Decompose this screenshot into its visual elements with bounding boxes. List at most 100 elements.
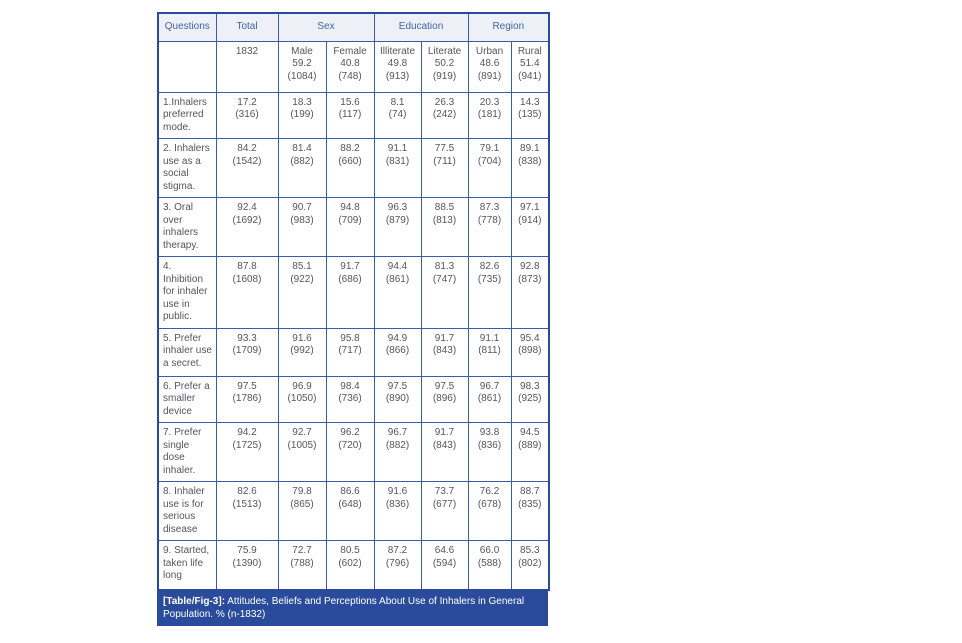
data-cell: 96.9 (1050)	[277, 375, 327, 423]
value-percent: 81.4	[292, 143, 312, 154]
value-percent: 91.7	[340, 261, 360, 272]
data-cell: 91.7 (843)	[420, 422, 469, 482]
table-row: 2. Inhalers use as a social stigma. 84.2(…	[157, 138, 550, 198]
header-group-row: Questions Total Sex Education Region	[157, 12, 550, 42]
value-count: (882)	[385, 439, 410, 451]
value-count: (678)	[477, 498, 502, 510]
value-count: (135)	[518, 109, 542, 120]
column-header-line: 50.2	[434, 58, 455, 69]
data-cell: 97.5 (890)	[373, 375, 422, 423]
value-count: (181)	[477, 109, 502, 120]
column-header-line: (941)	[518, 70, 542, 82]
column-header-line: (913)	[385, 70, 410, 82]
value-percent: 88.2	[340, 143, 360, 154]
value-percent: 14.3	[520, 96, 540, 108]
data-cell: 91.1 (811)	[467, 327, 512, 377]
question-cell: 4. Inhibition for inhaler use in public.	[157, 256, 217, 329]
value-percent: 86.6	[340, 486, 360, 497]
column-header-line: Illiterate	[380, 45, 416, 57]
column-header-line: 59.2	[292, 58, 312, 69]
value-percent: 96.9	[292, 380, 312, 392]
value-percent: 91.7	[434, 332, 455, 344]
column-header-line: Urban	[475, 45, 504, 57]
value-percent: 73.7	[434, 486, 455, 497]
value-percent: 96.3	[387, 202, 408, 213]
value-count: (709)	[338, 214, 362, 226]
column-header-line: 48.6	[479, 58, 500, 69]
value-percent: 85.1	[292, 261, 312, 272]
column-header-line: 40.8	[340, 58, 360, 69]
value-percent: 94.9	[387, 332, 408, 344]
data-cell: 88.7 (835)	[510, 481, 550, 541]
value-count: (242)	[432, 109, 457, 120]
column-header-line: Literate	[427, 45, 462, 57]
value-percent: 88.7	[520, 486, 540, 497]
data-cell: 92.4 (1692)	[215, 197, 279, 257]
value-count: (711)	[433, 155, 456, 167]
data-cell: 79.1 (704)	[467, 138, 512, 198]
value-percent: 97.5	[237, 380, 257, 392]
column-header-line: (1084)	[287, 70, 317, 82]
column-group-region: Region	[467, 12, 550, 42]
value-count: (861)	[477, 393, 502, 404]
value-percent: 96.7	[387, 427, 408, 438]
value-percent: 89.1	[520, 143, 540, 154]
value-count: (778)	[477, 214, 502, 226]
value-count: (813)	[432, 214, 457, 226]
value-percent: 66.0	[479, 545, 500, 556]
value-percent: 97.5	[387, 380, 408, 392]
value-count: (879)	[385, 214, 410, 226]
value-percent: 79.8	[292, 486, 312, 497]
data-cell: 86.6 (648)	[325, 481, 375, 541]
value-percent: 87.2	[387, 545, 408, 556]
value-count: (1005)	[287, 439, 317, 451]
value-count: (896)	[432, 393, 457, 404]
value-percent: 26.3	[434, 96, 455, 108]
value-count: (717)	[338, 345, 362, 356]
table-figure: Questions Total Sex Education Region 1832 Mal…	[157, 12, 551, 626]
value-percent: 18.3	[292, 96, 312, 108]
data-cell: 91.7 (686)	[325, 256, 375, 329]
data-cell: 64.6 (594)	[420, 540, 469, 590]
data-cell: 97.5 (1786)	[215, 375, 279, 423]
value-percent: 91.7	[434, 427, 455, 438]
value-percent: 84.2	[237, 143, 257, 154]
value-count: (843)	[432, 439, 457, 451]
table-row: 9. Started, taken life long 75.9 (1390) 72.…	[157, 540, 550, 590]
table-row: 7. Prefer single dose inhaler. 94.2 (1725)…	[157, 422, 550, 482]
column-header-questions-blank	[157, 40, 217, 93]
column-header-urban: Urban 48.6 (891)	[467, 40, 512, 93]
value-count: (992)	[290, 345, 314, 356]
value-percent: 93.8	[479, 427, 500, 438]
value-count: (1542)	[232, 155, 262, 167]
column-header-illiterate: Illiterate 49.8 (913)	[373, 40, 422, 93]
value-count: (720)	[338, 439, 362, 451]
data-cell: 96.7 (861)	[467, 375, 512, 423]
value-percent: 20.3	[479, 96, 500, 108]
data-cell: 97.5 (896)	[420, 375, 469, 423]
data-cell: 15.6 (117)	[325, 91, 375, 139]
table-caption: [Table/Fig-3]: Attitudes, Beliefs and Pe…	[157, 590, 548, 626]
data-cell: 91.6 (992)	[277, 327, 327, 377]
value-count: (925)	[518, 393, 542, 404]
value-percent: 91.1	[479, 332, 500, 344]
column-group-questions: Questions	[157, 12, 217, 42]
value-count: (1050)	[287, 393, 317, 404]
data-cell: 75.9 (1390)	[215, 540, 279, 590]
value-percent: 15.6	[340, 96, 360, 108]
data-cell: 91.7 (843)	[420, 327, 469, 377]
value-percent: 88.5	[434, 202, 455, 213]
value-percent: 98.4	[340, 380, 360, 392]
value-count: (1390)	[232, 557, 262, 569]
table-row: 4. Inhibition for inhaler use in public.…	[157, 256, 550, 329]
data-cell: 85.1 (922)	[277, 256, 327, 329]
value-percent: 95.8	[340, 332, 360, 344]
value-percent: 91.6	[387, 486, 408, 497]
data-cell: 94.9 (866)	[373, 327, 422, 377]
value-count: (704)	[477, 155, 502, 167]
value-percent: 17.2	[237, 96, 257, 108]
value-percent: 82.6	[237, 486, 257, 497]
data-cell: 18.3 (199)	[277, 91, 327, 139]
question-cell: 9. Started, taken life long	[157, 540, 217, 590]
column-header-line: 1832	[235, 45, 259, 57]
